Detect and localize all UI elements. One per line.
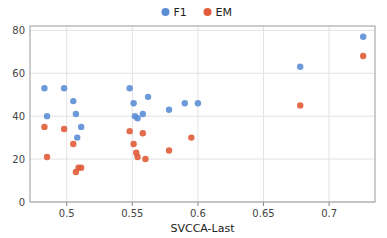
grid-line-y xyxy=(30,30,375,31)
chart: 0 20 40 60 80 0.5 0.55 0.6 0.65 0.7 SVCCA-Last F1 EM xyxy=(0,0,387,238)
point xyxy=(297,64,303,70)
legend: F1 EM xyxy=(162,6,232,19)
y-tick-label: 80 xyxy=(12,25,25,36)
point xyxy=(41,85,47,91)
point xyxy=(78,124,84,130)
point xyxy=(44,113,50,119)
point xyxy=(73,111,79,117)
series xyxy=(41,53,366,175)
plot-frame xyxy=(30,26,375,202)
point xyxy=(360,53,366,59)
point xyxy=(70,141,76,147)
point xyxy=(134,115,140,121)
x-tick xyxy=(329,202,330,206)
point xyxy=(142,156,148,162)
x-axis-label: SVCCA-Last xyxy=(170,222,235,235)
grid-line-y xyxy=(30,116,375,117)
point xyxy=(61,126,67,132)
y-tick-label: 60 xyxy=(12,68,25,79)
point xyxy=(188,134,194,140)
legend-swatch xyxy=(204,8,212,16)
point xyxy=(140,130,146,136)
grid-line-x xyxy=(66,26,67,202)
point xyxy=(126,128,132,134)
point xyxy=(182,100,188,106)
point xyxy=(145,94,151,100)
legend-label: EM xyxy=(216,6,232,19)
points xyxy=(41,34,366,176)
point xyxy=(166,107,172,113)
grid xyxy=(30,26,375,202)
grid-line-x xyxy=(263,26,264,202)
grid-line-y xyxy=(30,73,375,74)
point xyxy=(195,100,201,106)
x-tick-label: 0.6 xyxy=(190,208,206,219)
x-tick xyxy=(66,202,67,206)
x-tick xyxy=(197,202,198,206)
point xyxy=(74,134,80,140)
axes: 0 20 40 60 80 0.5 0.55 0.6 0.65 0.7 xyxy=(12,25,375,219)
point xyxy=(78,164,84,170)
point xyxy=(166,147,172,153)
y-tick-label: 20 xyxy=(12,154,25,165)
x-tick xyxy=(132,202,133,206)
grid-line-y xyxy=(30,159,375,160)
y-tick-label: 40 xyxy=(12,111,25,122)
point xyxy=(61,85,67,91)
legend-label: F1 xyxy=(174,6,187,19)
point xyxy=(70,98,76,104)
grid-line-x xyxy=(197,26,198,202)
x-tick-label: 0.55 xyxy=(121,208,143,219)
series xyxy=(41,34,366,141)
x-tick-label: 0.5 xyxy=(59,208,75,219)
point xyxy=(134,154,140,160)
y-tick-label: 0 xyxy=(19,197,25,208)
point xyxy=(126,85,132,91)
point xyxy=(130,141,136,147)
x-tick-label: 0.65 xyxy=(252,208,274,219)
x-tick-label: 0.7 xyxy=(321,208,337,219)
legend-swatch xyxy=(162,8,170,16)
x-tick xyxy=(263,202,264,206)
point xyxy=(44,154,50,160)
point xyxy=(130,100,136,106)
point xyxy=(360,34,366,40)
grid-line-x xyxy=(329,26,330,202)
point xyxy=(41,124,47,130)
point xyxy=(140,111,146,117)
point xyxy=(297,102,303,108)
